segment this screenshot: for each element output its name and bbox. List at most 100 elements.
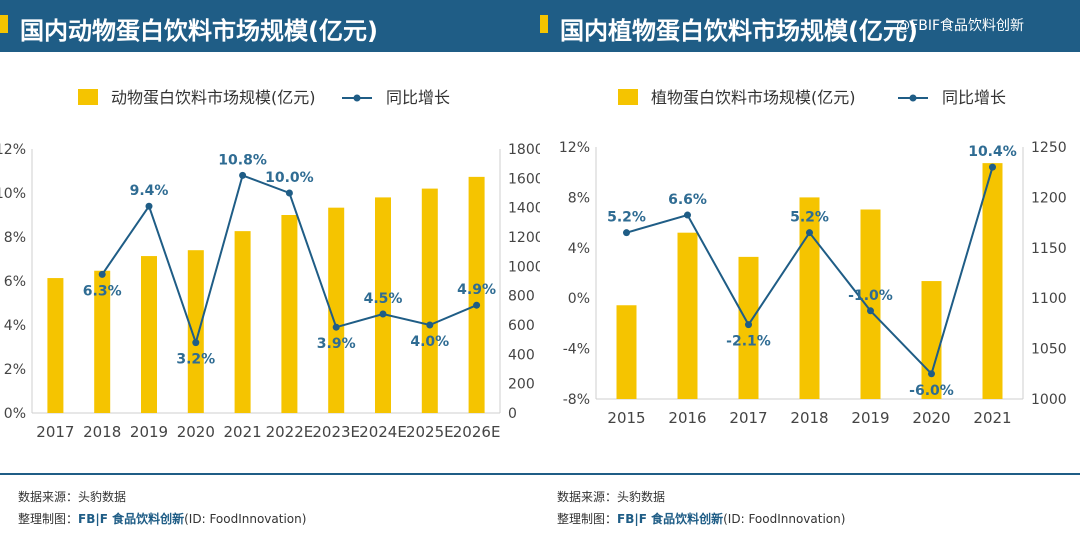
bar bbox=[141, 256, 157, 413]
growth-point bbox=[239, 171, 247, 179]
x-axis-tick-label: 2019 bbox=[130, 423, 168, 441]
growth-data-label: 3.2% bbox=[176, 352, 215, 368]
right-axis-tick-label: 0 bbox=[508, 406, 517, 422]
left-axis-tick-label: 4% bbox=[568, 241, 590, 257]
right-footer-divider bbox=[540, 473, 1080, 475]
right-axis-tick-label: 800 bbox=[508, 289, 535, 305]
legend-line-label: 同比增长 bbox=[942, 88, 1006, 107]
growth-data-label: 3.9% bbox=[317, 336, 356, 352]
credit-prefix: 整理制图： bbox=[557, 512, 618, 526]
x-axis-tick-label: 2025E bbox=[406, 423, 454, 441]
right-header: 国内植物蛋白饮料市场规模(亿元) @FBIF食品饮料创新 bbox=[540, 0, 1080, 52]
credit-id: (ID: FoodInnovation) bbox=[184, 512, 307, 526]
right-axis-tick-label: 200 bbox=[508, 377, 535, 393]
growth-point bbox=[473, 301, 481, 309]
growth-data-label: 4.9% bbox=[457, 282, 496, 298]
x-axis-tick-label: 2020 bbox=[912, 409, 950, 427]
growth-point bbox=[684, 211, 691, 219]
growth-data-label: 10.0% bbox=[265, 170, 314, 186]
x-axis-tick-label: 2026E bbox=[453, 423, 501, 441]
left-footer-divider bbox=[0, 473, 540, 475]
growth-point bbox=[145, 202, 153, 210]
right-axis-tick-label: 1600 bbox=[508, 171, 540, 187]
left-axis-tick-label: 8% bbox=[568, 190, 590, 206]
x-axis-tick-label: 2022E bbox=[266, 423, 314, 441]
right-credit: 整理制图：FB|F 食品饮料创新(ID: FoodInnovation) bbox=[557, 510, 845, 527]
legend-bar-swatch bbox=[78, 89, 98, 105]
right-chart: -8% -4% 0% 4% 8% 12% 1000 1050 1100 1150 1200 1250 2… bbox=[559, 88, 1067, 427]
bar bbox=[47, 278, 64, 413]
right-axis-tick-label: 1050 bbox=[1031, 342, 1067, 358]
left-source: 数据来源：头豹数据 bbox=[18, 490, 127, 504]
left-credit: 整理制图：FB|F 食品饮料创新(ID: FoodInnovation) bbox=[18, 510, 306, 527]
left-axis-tick-label: -4% bbox=[563, 342, 590, 358]
growth-data-label: 4.5% bbox=[364, 291, 403, 307]
right-axis-tick-label: 1000 bbox=[508, 259, 540, 275]
bar bbox=[616, 305, 637, 399]
bar bbox=[234, 231, 251, 413]
bar bbox=[860, 209, 881, 399]
growth-data-label: -1.0% bbox=[848, 288, 893, 304]
right-chart-title: 国内植物蛋白饮料市场规模(亿元) bbox=[560, 17, 918, 45]
growth-point bbox=[623, 229, 630, 237]
left-chart-panel: 国内动物蛋白饮料市场规模(亿元) 0% 2% 4% 6% 8% 10% 12% 0 200 400… bbox=[0, 0, 540, 527]
right-axis-tick-label: 1150 bbox=[1031, 241, 1067, 257]
x-axis-tick-label: 2017 bbox=[36, 423, 74, 441]
credit-prefix: 整理制图： bbox=[18, 512, 79, 526]
growth-data-label: 6.6% bbox=[668, 192, 707, 208]
bar bbox=[94, 270, 111, 413]
x-axis-tick-label: 2021 bbox=[224, 423, 262, 441]
x-axis-tick-label: 2023E bbox=[312, 423, 360, 441]
x-axis-tick-label: 2016 bbox=[668, 409, 706, 427]
growth-data-label: 10.8% bbox=[218, 152, 267, 168]
right-axis-tick-label: 1100 bbox=[1031, 291, 1067, 307]
left-axis-tick-label: 12% bbox=[559, 140, 590, 156]
legend-bar-label: 动物蛋白饮料市场规模(亿元) bbox=[111, 88, 316, 107]
bar bbox=[328, 207, 345, 413]
growth-point bbox=[806, 229, 813, 237]
left-axis-tick-label: 10% bbox=[0, 186, 26, 202]
bar bbox=[921, 281, 942, 399]
left-axis-tick-label: 6% bbox=[4, 274, 26, 290]
right-axis-tick-label: 400 bbox=[508, 347, 535, 363]
header-accent-mark bbox=[540, 15, 548, 33]
bar bbox=[187, 250, 204, 413]
bar bbox=[421, 188, 438, 413]
credit-id: (ID: FoodInnovation) bbox=[723, 512, 846, 526]
x-axis-tick-label: 2018 bbox=[83, 423, 121, 441]
growth-point bbox=[332, 323, 340, 331]
right-axis-tick-label: 1200 bbox=[1031, 190, 1067, 206]
left-axis-tick-label: -8% bbox=[563, 392, 590, 408]
x-axis-tick-label: 2015 bbox=[607, 409, 645, 427]
bar bbox=[799, 197, 820, 399]
legend-bar-label: 植物蛋白饮料市场规模(亿元) bbox=[651, 88, 856, 107]
growth-data-label: 5.2% bbox=[790, 210, 829, 226]
left-header: 国内动物蛋白饮料市场规模(亿元) bbox=[0, 0, 540, 52]
growth-point bbox=[285, 189, 293, 197]
left-axis-tick-label: 8% bbox=[4, 230, 26, 246]
growth-point bbox=[192, 339, 200, 347]
left-axis-tick-label: 2% bbox=[4, 362, 26, 378]
growth-data-label: 9.4% bbox=[130, 183, 169, 199]
x-axis-tick-label: 2021 bbox=[973, 409, 1011, 427]
growth-point bbox=[928, 370, 935, 378]
bar bbox=[375, 197, 391, 413]
left-axis-tick-label: 4% bbox=[4, 318, 26, 334]
credit-brand: FB|F 食品饮料创新 bbox=[78, 512, 185, 526]
bar bbox=[982, 163, 1003, 399]
growth-data-label: -2.1% bbox=[726, 334, 771, 350]
legend-bar-swatch bbox=[618, 89, 638, 105]
legend-line-label: 同比增长 bbox=[386, 88, 450, 107]
growth-data-label: -6.0% bbox=[909, 383, 954, 399]
growth-point bbox=[98, 270, 106, 278]
legend-line-marker bbox=[909, 94, 917, 102]
right-axis-tick-label: 1250 bbox=[1031, 140, 1067, 156]
growth-point bbox=[426, 321, 434, 329]
growth-point bbox=[867, 307, 874, 315]
growth-point bbox=[745, 321, 752, 329]
left-chart: 0% 2% 4% 6% 8% 10% 12% 0 200 400 600 800 1000 1200 140… bbox=[0, 88, 540, 441]
x-axis-tick-label: 2024E bbox=[359, 423, 407, 441]
legend-line-marker bbox=[353, 94, 361, 102]
x-axis-tick-label: 2018 bbox=[790, 409, 828, 427]
left-axis-tick-label: 12% bbox=[0, 142, 26, 158]
